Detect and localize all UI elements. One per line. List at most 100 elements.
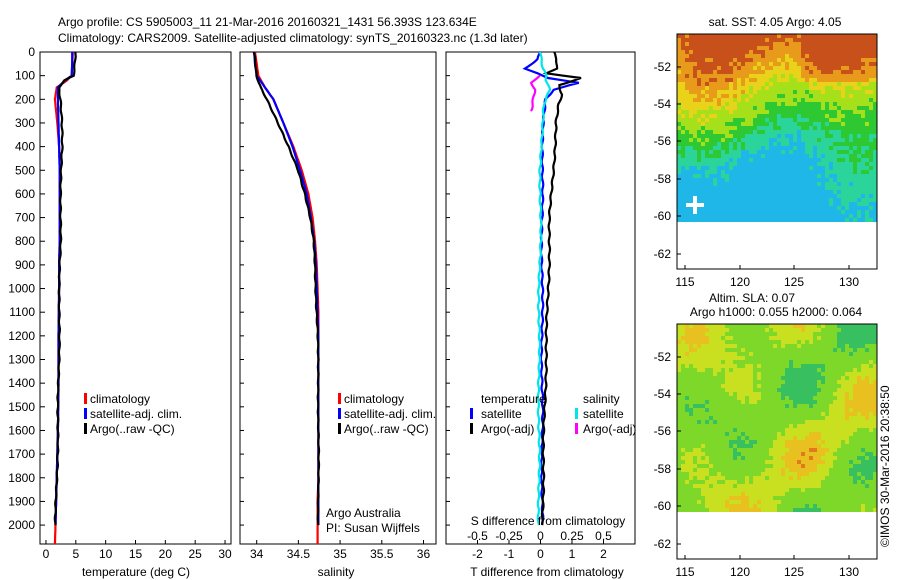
map-cell <box>869 62 873 66</box>
map-cell <box>721 464 725 468</box>
map-cell <box>865 186 869 190</box>
map-cell <box>773 206 777 210</box>
map-cell <box>869 464 873 468</box>
map-cell <box>741 138 745 142</box>
map-cell <box>749 190 753 194</box>
map-cell <box>709 384 713 388</box>
map-cell <box>825 34 829 38</box>
map-cell <box>749 412 753 416</box>
map-cell <box>849 98 853 102</box>
map-cell <box>777 138 781 142</box>
map-cell <box>825 150 829 154</box>
map-cell <box>773 404 777 408</box>
map-cell <box>701 170 705 174</box>
map-cell <box>717 202 721 206</box>
map-cell <box>721 332 725 336</box>
map-cell <box>873 170 877 174</box>
map-cell <box>833 464 837 468</box>
map-cell <box>785 448 789 452</box>
map-cell <box>793 376 797 380</box>
map-cell <box>741 102 745 106</box>
map-cell <box>793 58 797 62</box>
map-cell <box>813 472 817 476</box>
map-cell <box>833 392 837 396</box>
map-cell <box>705 210 709 214</box>
map-cell <box>713 198 717 202</box>
map-cell <box>793 34 797 38</box>
map-cell <box>713 416 717 420</box>
map-cell <box>845 210 849 214</box>
map-cell <box>741 98 745 102</box>
map-cell <box>841 376 845 380</box>
map-cell <box>817 38 821 42</box>
map-cell <box>797 78 801 82</box>
map-cell <box>801 500 805 504</box>
map-cell <box>833 194 837 198</box>
map-cell <box>817 492 821 496</box>
map-cell <box>801 428 805 432</box>
map-cell <box>769 508 773 512</box>
map-cell <box>757 428 761 432</box>
map-cell <box>745 384 749 388</box>
map-cell <box>693 82 697 86</box>
map-cell <box>741 336 745 340</box>
map-cell <box>681 118 685 122</box>
map-cell <box>857 162 861 166</box>
map-cell <box>761 150 765 154</box>
map-cell <box>785 460 789 464</box>
map-cell <box>833 352 837 356</box>
map-cell <box>841 38 845 42</box>
legend-swatch-red <box>338 393 341 404</box>
map-cell <box>861 496 865 500</box>
map-cell <box>757 158 761 162</box>
map-cell <box>753 372 757 376</box>
map-cell <box>809 142 813 146</box>
map-cell <box>861 372 865 376</box>
map-cell <box>765 348 769 352</box>
map-cell <box>701 484 705 488</box>
map-cell <box>845 170 849 174</box>
map-cell <box>701 460 705 464</box>
map-cell <box>733 428 737 432</box>
map-cell <box>873 496 877 500</box>
map-cell <box>789 372 793 376</box>
map-cell <box>865 372 869 376</box>
map-cell <box>773 134 777 138</box>
map-cell <box>869 42 873 46</box>
map-cell <box>805 328 809 332</box>
map-cell <box>729 348 733 352</box>
map-cell <box>793 416 797 420</box>
map-cell <box>709 476 713 480</box>
map-cell <box>805 38 809 42</box>
map-cell <box>717 332 721 336</box>
map-cell <box>781 412 785 416</box>
map-cell <box>733 34 737 38</box>
map-cell <box>701 356 705 360</box>
map-cell <box>761 78 765 82</box>
map-x-tick-label: 120 <box>730 275 750 289</box>
map-cell <box>845 436 849 440</box>
map-cell <box>709 432 713 436</box>
map-cell <box>785 336 789 340</box>
map-cell <box>825 412 829 416</box>
map-cell <box>861 348 865 352</box>
map-cell <box>805 332 809 336</box>
map-cell <box>729 66 733 70</box>
map-cell <box>761 472 765 476</box>
map-cell <box>793 78 797 82</box>
map-cell <box>849 178 853 182</box>
map-cell <box>709 428 713 432</box>
map-cell <box>825 440 829 444</box>
map-cell <box>857 504 861 508</box>
map-cell <box>861 428 865 432</box>
map-cell <box>841 214 845 218</box>
argo-position-marker <box>686 203 704 207</box>
map-cell <box>761 496 765 500</box>
map-cell <box>689 448 693 452</box>
map-cell <box>757 488 761 492</box>
map-cell <box>849 86 853 90</box>
map-cell <box>709 416 713 420</box>
map-cell <box>765 400 769 404</box>
map-cell <box>713 508 717 512</box>
map-cell <box>861 504 865 508</box>
